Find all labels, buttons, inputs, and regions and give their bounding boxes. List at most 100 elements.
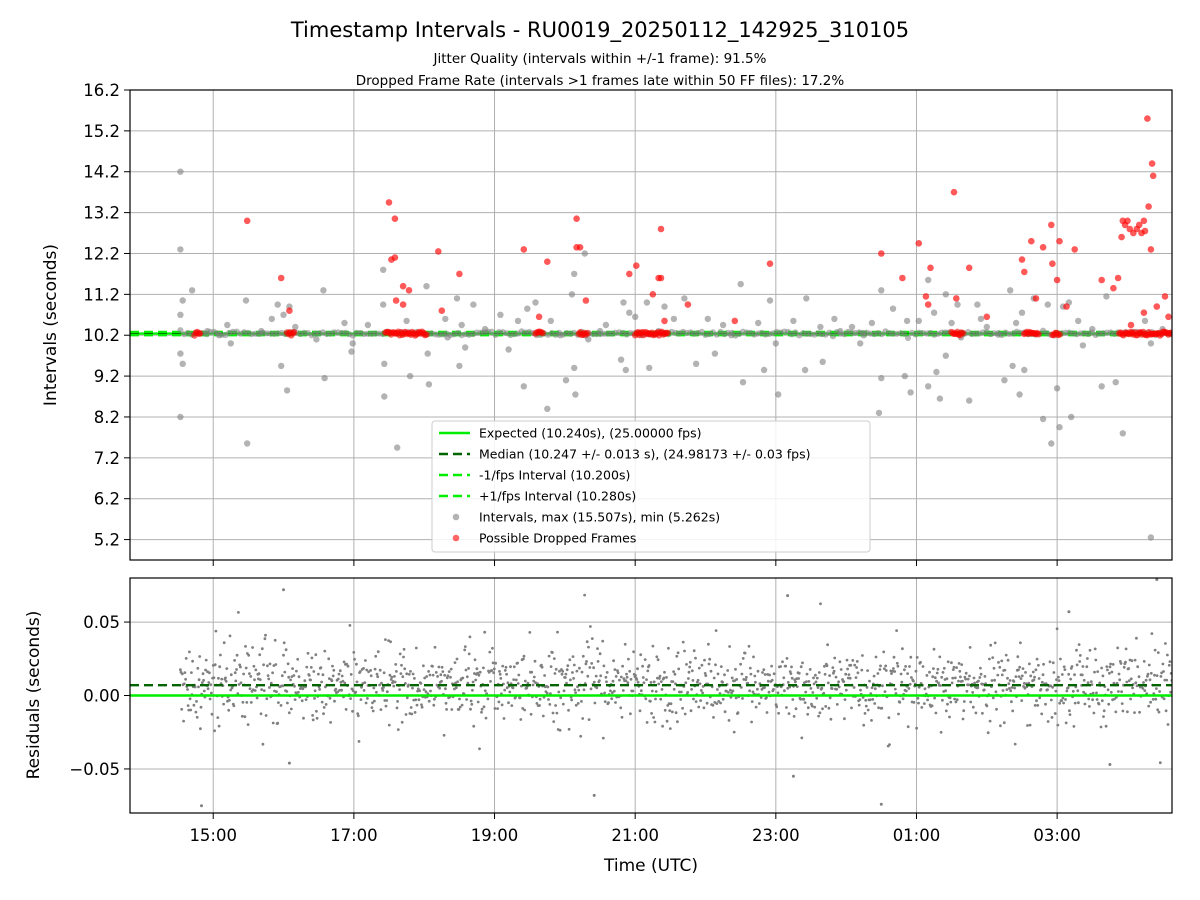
interval-point bbox=[670, 315, 678, 323]
residual-point bbox=[743, 651, 747, 655]
residual-point bbox=[741, 657, 745, 660]
residual-point bbox=[575, 669, 579, 673]
residual-point bbox=[837, 680, 840, 684]
residual-point bbox=[1019, 641, 1022, 645]
residual-point bbox=[614, 701, 617, 704]
residual-point bbox=[654, 690, 658, 693]
residual-point bbox=[1002, 721, 1006, 725]
residual-point bbox=[667, 646, 670, 650]
interval-point bbox=[381, 360, 388, 367]
residual-point bbox=[1136, 665, 1140, 669]
residual-point bbox=[584, 662, 588, 666]
residual-point bbox=[488, 650, 492, 654]
residual-point bbox=[432, 703, 436, 707]
residual-point bbox=[973, 681, 976, 685]
residual-point bbox=[660, 688, 664, 691]
residual-point bbox=[953, 697, 956, 701]
residual-point bbox=[971, 691, 975, 694]
interval-point bbox=[423, 283, 430, 290]
residual-point bbox=[558, 669, 561, 673]
residual-point bbox=[1060, 673, 1064, 676]
residual-point bbox=[1110, 670, 1114, 674]
interval-point bbox=[571, 270, 578, 278]
residual-point bbox=[508, 690, 512, 694]
residual-point bbox=[874, 655, 878, 659]
residual-point bbox=[1164, 709, 1168, 713]
residual-point bbox=[267, 677, 271, 681]
residual-point bbox=[944, 689, 947, 693]
residual-point bbox=[343, 681, 347, 685]
residual-point bbox=[707, 662, 711, 666]
residual-point bbox=[456, 680, 459, 684]
residual-point bbox=[908, 665, 911, 668]
residual-point bbox=[931, 675, 935, 679]
residual-point bbox=[1149, 700, 1152, 704]
residual-point bbox=[213, 663, 217, 667]
interval-point bbox=[942, 291, 949, 298]
residual-point bbox=[621, 689, 625, 692]
residual-point bbox=[444, 687, 447, 691]
residual-point bbox=[649, 699, 652, 703]
residual-point bbox=[756, 687, 759, 691]
residual-point bbox=[232, 704, 236, 708]
residual-point bbox=[404, 713, 408, 716]
residual-point bbox=[297, 690, 300, 694]
y-tick-label: 5.2 bbox=[94, 531, 120, 550]
residual-point bbox=[225, 667, 229, 670]
residual-point bbox=[454, 686, 458, 690]
legend-label: Possible Dropped Frames bbox=[479, 531, 636, 546]
residual-point bbox=[679, 690, 683, 694]
interval-point bbox=[1012, 319, 1020, 327]
residual-point bbox=[991, 656, 995, 659]
residual-point bbox=[754, 705, 758, 709]
residual-point bbox=[245, 701, 249, 704]
interval-point bbox=[878, 374, 885, 382]
residual-point bbox=[998, 665, 1002, 669]
residual-point bbox=[634, 674, 637, 677]
residual-point bbox=[569, 678, 572, 682]
residual-point bbox=[1101, 674, 1105, 678]
interval-point bbox=[497, 311, 504, 318]
interval-point bbox=[532, 299, 539, 306]
residual-point bbox=[282, 588, 285, 592]
residual-point bbox=[306, 651, 310, 655]
residual-point bbox=[870, 719, 873, 722]
interval-point bbox=[364, 321, 372, 329]
residual-point bbox=[993, 678, 996, 682]
residual-point bbox=[1041, 673, 1045, 677]
residual-point bbox=[236, 692, 240, 695]
residual-point bbox=[239, 681, 243, 685]
residual-point bbox=[736, 711, 740, 715]
residual-point bbox=[505, 672, 508, 676]
residual-point bbox=[932, 667, 935, 670]
residual-point bbox=[1068, 709, 1071, 713]
residual-point bbox=[610, 691, 614, 695]
residual-point bbox=[958, 669, 962, 673]
interval-point bbox=[617, 356, 625, 363]
residual-point bbox=[759, 696, 763, 699]
residual-point bbox=[740, 672, 744, 676]
residual-point bbox=[492, 667, 496, 671]
residual-point bbox=[946, 660, 950, 664]
interval-point bbox=[215, 332, 223, 339]
residual-point bbox=[692, 649, 696, 653]
dropped-frame-point bbox=[438, 307, 446, 315]
residual-point bbox=[394, 663, 398, 666]
residual-point bbox=[951, 668, 955, 671]
residual-point bbox=[825, 664, 829, 668]
residual-point bbox=[636, 667, 639, 671]
interval-point bbox=[878, 287, 885, 294]
residual-point bbox=[1000, 673, 1004, 677]
residual-point bbox=[1049, 698, 1053, 702]
residual-point bbox=[990, 679, 994, 682]
residual-point bbox=[552, 720, 556, 723]
legend-label: Expected (10.240s), (25.00000 fps) bbox=[479, 426, 701, 441]
residual-point bbox=[475, 667, 479, 671]
residual-point bbox=[207, 681, 211, 684]
residual-point bbox=[415, 703, 419, 707]
residual-point bbox=[968, 674, 971, 678]
interval-point bbox=[280, 311, 287, 318]
residual-point bbox=[707, 642, 710, 646]
residual-point bbox=[249, 675, 253, 678]
residual-point bbox=[910, 676, 913, 679]
